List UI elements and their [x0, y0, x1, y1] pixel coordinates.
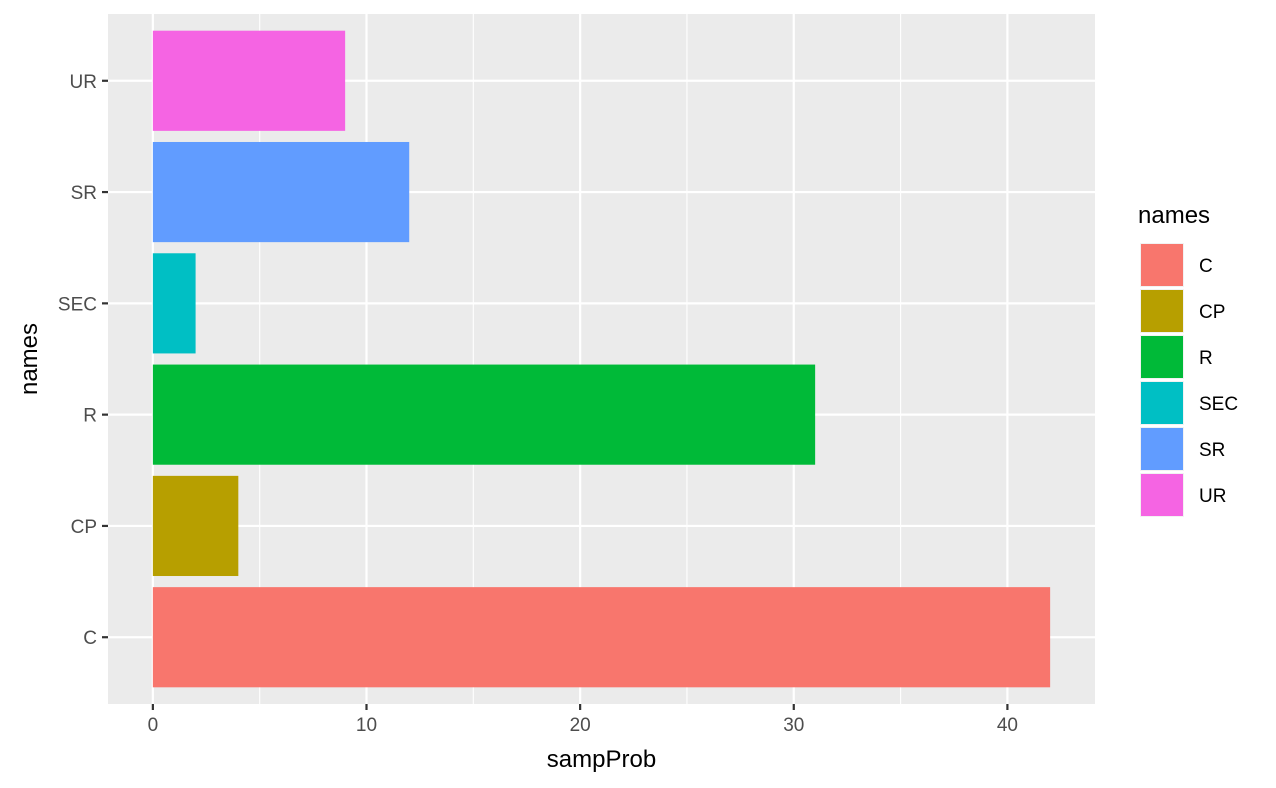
y-axis-title: names	[16, 323, 43, 395]
y-tick-label: SEC	[58, 294, 97, 315]
legend-label: CP	[1199, 302, 1225, 323]
x-tick-label: 40	[997, 715, 1018, 736]
bars	[152, 30, 1051, 688]
bar-cp	[152, 475, 239, 577]
x-axis: 0 10 20 30 40	[148, 704, 1018, 736]
x-tick-label: 0	[148, 715, 159, 736]
bar-sr	[152, 141, 410, 243]
bar-ur	[152, 30, 346, 131]
bar-r	[152, 364, 816, 465]
legend-label: SR	[1199, 440, 1225, 461]
y-tick-label: CP	[71, 517, 97, 538]
bar-c	[152, 587, 1051, 688]
bar-sec	[152, 253, 196, 354]
x-tick-label: 20	[570, 715, 591, 736]
x-tick-label: 30	[783, 715, 804, 736]
legend-swatch-cp	[1141, 290, 1183, 332]
y-tick-label: R	[83, 406, 97, 427]
y-axis: C CP R SEC SR UR	[58, 72, 108, 649]
legend-label: R	[1199, 348, 1213, 369]
legend-swatch-c	[1141, 244, 1183, 286]
legend-label: UR	[1199, 486, 1226, 507]
y-tick-label: C	[83, 628, 97, 649]
legend-title: names	[1138, 202, 1210, 229]
y-tick-label: SR	[71, 183, 97, 204]
legend-swatch-sr	[1141, 428, 1183, 470]
x-axis-title: sampProb	[547, 746, 656, 773]
legend-label: SEC	[1199, 394, 1238, 415]
legend-items: C CP R SEC SR UR	[1140, 243, 1238, 517]
legend-label: C	[1199, 256, 1213, 277]
legend-swatch-sec	[1141, 382, 1183, 424]
legend: names C CP R SEC SR UR	[1138, 202, 1238, 517]
y-tick-label: UR	[70, 72, 97, 93]
x-tick-label: 10	[356, 715, 377, 736]
legend-swatch-r	[1141, 336, 1183, 378]
legend-swatch-ur	[1141, 474, 1183, 516]
